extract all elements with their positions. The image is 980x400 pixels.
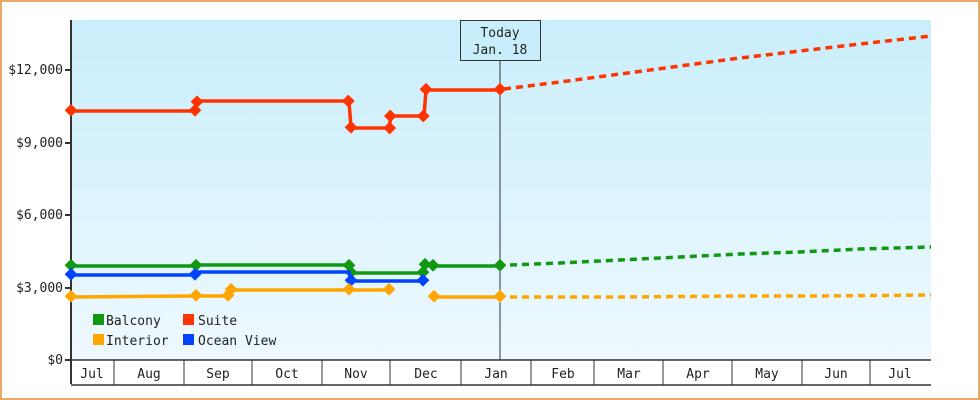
x-tick-label: Oct — [275, 367, 298, 382]
x-tick-label: Apr — [686, 367, 710, 382]
legend-item-interior: Interior — [93, 334, 169, 349]
series-interior — [64, 282, 932, 303]
y-ticks: $0 $3,000 $6,000 $9,000 $12,000 — [8, 63, 71, 368]
series-suite — [64, 34, 932, 135]
legend-item-balcony: Balcony — [93, 314, 161, 329]
today-marker: Today Jan. 18 — [460, 20, 541, 360]
legend-label: Ocean View — [198, 334, 276, 349]
today-label: Today — [480, 26, 519, 41]
legend-swatch-icon — [183, 334, 194, 345]
legend-label: Balcony — [106, 314, 161, 329]
x-tick-label: Dec — [414, 367, 437, 382]
x-tick-label: Mar — [617, 367, 641, 382]
legend-swatch-icon — [183, 314, 194, 325]
x-tick-label: Sep — [206, 367, 230, 382]
x-tick-label: Jun — [824, 367, 847, 382]
y-tick-label: $6,000 — [16, 208, 63, 223]
x-tick-label: Jan — [484, 367, 507, 382]
legend-swatch-icon — [93, 334, 104, 345]
x-tick-label: Aug — [137, 367, 160, 382]
x-axis: Jul Aug Sep Oct Nov Dec Jan Feb Mar Apr … — [71, 359, 931, 386]
legend-label: Suite — [198, 314, 237, 329]
y-tick-label: $12,000 — [8, 63, 63, 78]
x-tick-label: Nov — [344, 367, 368, 382]
today-date: Jan. 18 — [473, 43, 528, 58]
legend: Balcony Suite Interior Ocean View — [93, 314, 276, 349]
today-label-box — [460, 20, 541, 61]
x-tick-label: Jul — [80, 367, 103, 382]
plot-area — [71, 20, 931, 360]
legend-swatch-icon — [93, 314, 104, 325]
x-tick-label: May — [755, 367, 779, 382]
legend-item-ocean-view: Ocean View — [183, 334, 276, 349]
y-tick-label: $3,000 — [16, 281, 63, 296]
legend-item-suite: Suite — [183, 314, 237, 329]
y-tick-label: $9,000 — [16, 136, 63, 151]
x-tick-label: Jul — [888, 367, 911, 382]
legend-label: Interior — [106, 334, 169, 349]
x-tick-label: Feb — [551, 367, 575, 382]
y-tick-label: $0 — [47, 353, 63, 368]
